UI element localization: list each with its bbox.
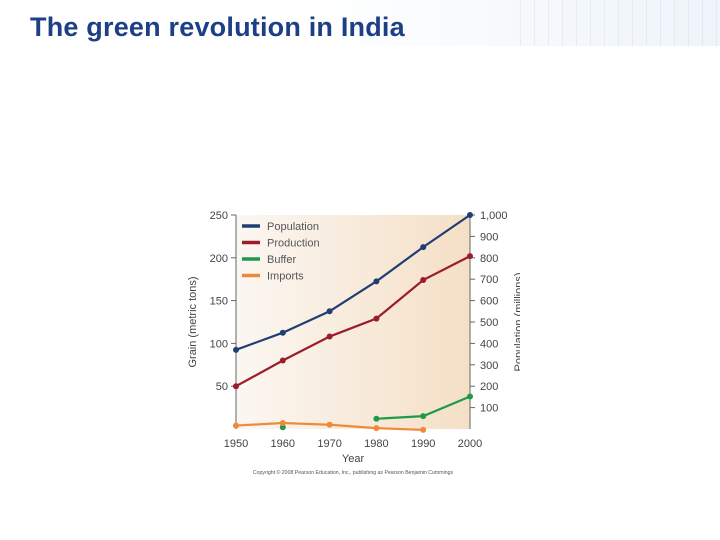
production-series-line <box>235 255 471 388</box>
population-data-point <box>326 308 333 315</box>
buffer-data-point <box>279 424 286 431</box>
y-left-tick-label: 50 <box>216 381 228 393</box>
y-right-tick-label: 100 <box>480 403 498 415</box>
x-tick-label: 2000 <box>458 438 482 450</box>
y-left-tick-label: 250 <box>210 210 228 222</box>
y-right-tick-label: 200 <box>480 381 498 393</box>
y-left-axis-title: Grain (metric tons) <box>187 276 199 367</box>
header-accent-band <box>300 0 720 46</box>
imports-data-point <box>420 426 427 433</box>
plot-background <box>236 215 470 429</box>
y-right-tick-label: 900 <box>480 231 498 243</box>
grain-population-chart: 50 100 150 200 250 100 200 300 400 500 600 700 800 90… <box>187 210 520 476</box>
header-accent-lines <box>520 0 720 46</box>
population-data-point <box>279 329 286 336</box>
x-tick-label: 1980 <box>364 438 388 450</box>
legend-label: Production <box>267 238 320 250</box>
legend-label: Buffer <box>267 254 296 266</box>
y-right-tick-label: 300 <box>480 360 498 372</box>
x-tick-label: 1990 <box>411 438 435 450</box>
population-data-point <box>373 278 380 285</box>
y-right-tick-label: 700 <box>480 274 498 286</box>
buffer-data-point <box>420 413 427 420</box>
y-right-tick-label: 1,000 <box>480 210 508 222</box>
imports-data-point <box>279 420 286 427</box>
y-left-tick-label: 150 <box>210 296 228 308</box>
x-tick-label: 1960 <box>271 438 295 450</box>
y-right-tick-label: 600 <box>480 296 498 308</box>
slide-title: The green revolution in India <box>30 12 405 42</box>
legend-label: Imports <box>267 271 304 283</box>
production-data-point <box>420 277 427 284</box>
production-data-point <box>279 357 286 364</box>
y-right-tick-label: 400 <box>480 338 498 350</box>
imports-data-point <box>233 422 239 429</box>
population-series-line <box>235 214 471 351</box>
y-left-tick-label: 200 <box>210 253 228 265</box>
y-right-tick-label: 500 <box>480 317 498 329</box>
imports-data-point <box>373 425 380 432</box>
x-tick-label: 1970 <box>317 438 341 450</box>
population-data-point <box>420 244 427 251</box>
y-left-tick-label: 100 <box>210 338 228 350</box>
y-right-axis-title: Population (millions) <box>513 272 520 371</box>
copyright-footer: Copyright © 2008 Pearson Education, Inc.… <box>253 469 454 476</box>
population-data-point <box>467 212 473 218</box>
imports-data-point <box>326 421 333 428</box>
x-tick-label: 1950 <box>224 438 248 450</box>
production-data-point <box>233 383 239 390</box>
legend-label: Population <box>267 221 319 233</box>
production-data-point <box>467 253 473 260</box>
buffer-data-point <box>467 393 473 400</box>
buffer-data-point <box>373 415 380 422</box>
production-data-point <box>326 333 333 340</box>
x-axis-title: Year <box>342 453 365 465</box>
y-right-tick-label: 800 <box>480 253 498 265</box>
population-data-point <box>233 346 239 353</box>
production-data-point <box>373 315 380 322</box>
